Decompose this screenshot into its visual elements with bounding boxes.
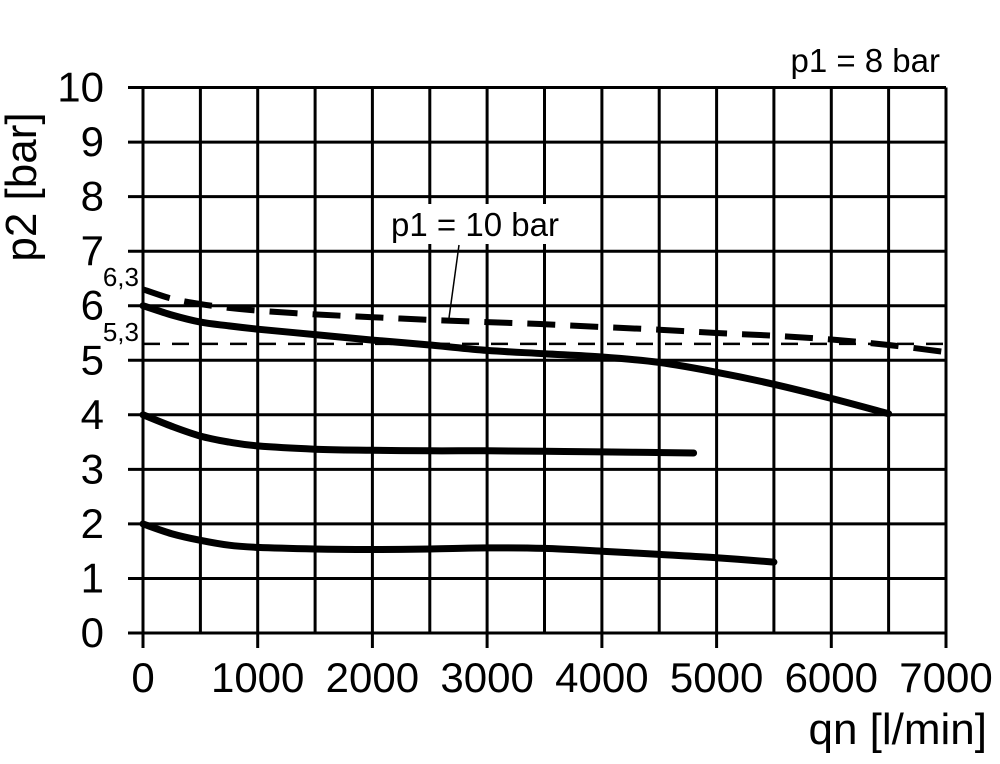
y-tick-label: 7 xyxy=(81,227,104,274)
x-tick-label: 2000 xyxy=(326,654,419,701)
x-tick-label: 3000 xyxy=(440,654,533,701)
y-tick-label: 8 xyxy=(81,173,104,220)
x-tick-label: 5000 xyxy=(670,654,763,701)
chart-title: p1 = 8 bar xyxy=(790,42,940,79)
y-tick-label: 1 xyxy=(81,555,104,602)
annotation-leader-line xyxy=(448,244,460,319)
y-tick-label: 3 xyxy=(81,445,104,492)
x-tick-label: 1000 xyxy=(211,654,304,701)
curve-p1-10-bar xyxy=(142,286,947,356)
y-tick-label: 10 xyxy=(57,64,104,111)
curve-p1-8-bar-upper-curve xyxy=(139,302,893,418)
ref-label-6-3: 6,3 xyxy=(103,262,139,292)
y-axis-label: p2 [bar] xyxy=(0,112,46,261)
x-tick-label: 7000 xyxy=(899,654,992,701)
y-tick-label: 6 xyxy=(81,282,104,329)
x-axis-label: qn [l/min] xyxy=(808,705,987,754)
x-tick-label: 6000 xyxy=(785,654,878,701)
annotation-p1-10bar: p1 = 10 bar xyxy=(374,204,576,319)
curve-setpoint-2-bar-curve xyxy=(139,520,778,566)
y-tick-label: 4 xyxy=(81,391,104,438)
curve-layer xyxy=(139,286,947,566)
y-tick-label: 2 xyxy=(81,500,104,547)
x-tick-label: 4000 xyxy=(555,654,648,701)
y-tick-label: 0 xyxy=(81,609,104,656)
y-tick-label: 9 xyxy=(81,118,104,165)
annotation-label: p1 = 10 bar xyxy=(391,206,559,243)
grid-layer xyxy=(128,86,948,648)
curve-setpoint-4-bar-curve xyxy=(139,411,698,457)
ref-label-5-3: 5,3 xyxy=(103,317,139,347)
y-tick-label: 5 xyxy=(81,336,104,383)
tick-label-layer: 0 1000 2000 3000 4000 5000 6000 7000 0 1 2 3 4 5 6 7 8 9 1… xyxy=(57,64,992,702)
x-tick-label: 0 xyxy=(131,654,154,701)
annotation-label-bg xyxy=(374,204,576,244)
